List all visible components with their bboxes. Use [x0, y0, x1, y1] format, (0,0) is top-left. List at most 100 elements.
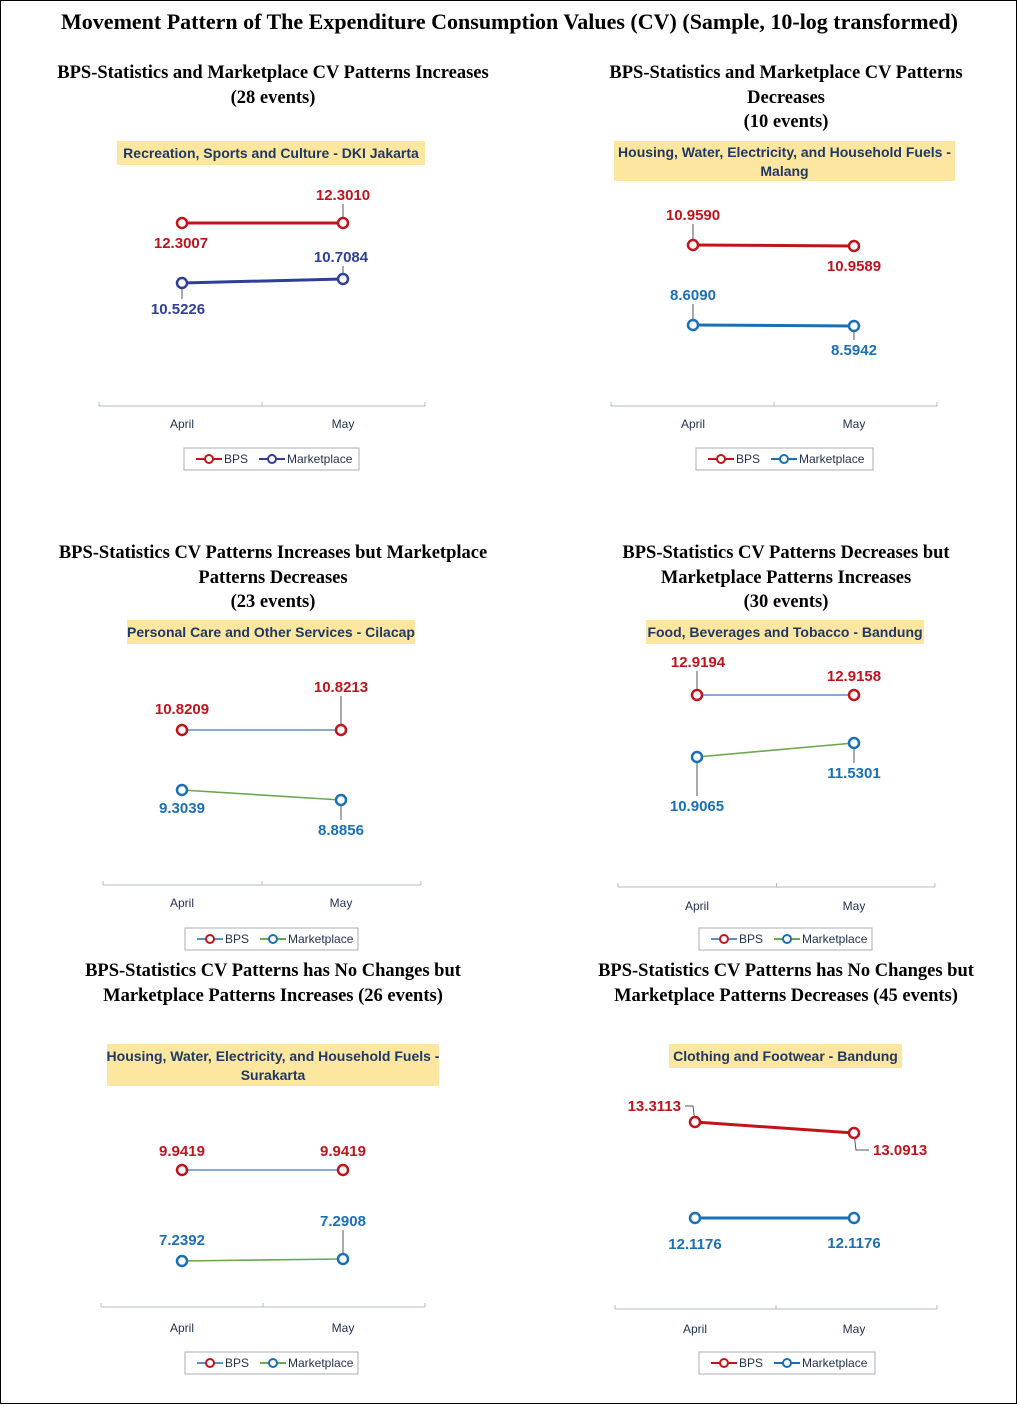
section-title-6-line-1: BPS-Statistics CV Patterns has No Change…	[598, 961, 974, 981]
legend-swatch-marker	[205, 1358, 215, 1368]
legend-swatch-marker	[268, 934, 278, 944]
section-title-3-line-3: (23 events)	[230, 592, 316, 612]
category-title-box	[614, 141, 955, 181]
section-title-5: BPS-Statistics CV Patterns has No Change…	[13, 959, 533, 1008]
section-title-6-line-2: Marketplace Patterns Decreases (45 event…	[614, 985, 958, 1006]
bps-series-line	[694, 1120, 855, 1135]
marketplace-data-label: 7.2908	[320, 1213, 366, 1230]
category-title: Food, Beverages and Tobacco - Bandung	[647, 624, 922, 640]
marketplace-point	[847, 736, 861, 750]
marketplace-series-line	[181, 277, 344, 285]
section-title-4-line-3: (30 events)	[743, 592, 829, 612]
bps-point	[336, 216, 350, 230]
legend-swatch-marker	[719, 1358, 729, 1368]
marketplace-point	[175, 1254, 189, 1268]
section-title-3: BPS-Statistics CV Patterns Increases but…	[13, 541, 533, 615]
bps-data-label: 9.9419	[159, 1143, 205, 1160]
legend-label-bps: BPS	[225, 1356, 249, 1370]
marketplace-series-line	[181, 789, 342, 801]
section-title-2-line-2: Decreases	[747, 87, 825, 108]
legend-label-marketplace: Marketplace	[288, 1356, 354, 1370]
section-title-5-line-1: BPS-Statistics CV Patterns has No Change…	[85, 961, 461, 981]
section-title-1: BPS-Statistics and Marketplace CV Patter…	[13, 61, 533, 110]
category-title: Clothing and Footwear - Bandung	[673, 1048, 898, 1064]
chart-panel-2: Housing, Water, Electricity, and Househo…	[610, 141, 955, 471]
legend-label-bps: BPS	[225, 932, 249, 946]
category-title: Personal Care and Other Services - Cilac…	[127, 624, 415, 640]
category-title-box	[117, 141, 425, 165]
marketplace-point	[847, 319, 861, 333]
marketplace-data-label: 12.1176	[827, 1235, 880, 1252]
legend-swatch-marker	[205, 934, 215, 944]
section-title-3-line-1: BPS-Statistics CV Patterns Increases but…	[58, 543, 488, 563]
bps-data-label: 12.3010	[316, 187, 370, 204]
legend-label-marketplace: Marketplace	[799, 452, 865, 466]
tick-label-may: May	[332, 417, 355, 431]
marketplace-point	[336, 272, 350, 286]
bps-data-label: 9.9419	[320, 1143, 366, 1160]
chart-panel-3: Personal Care and Other Services - Cilac…	[102, 620, 422, 951]
section-title-2-line-1: BPS-Statistics and Marketplace CV Patter…	[609, 63, 963, 83]
bps-data-label: 13.0913	[873, 1142, 927, 1159]
bps-data-label: 13.3113	[628, 1098, 681, 1115]
marketplace-series-line	[696, 742, 855, 758]
bps-point	[334, 723, 348, 737]
bps-point	[847, 1126, 861, 1140]
marketplace-point	[336, 1252, 350, 1266]
section-title-3-line-2: Patterns Decreases	[198, 567, 348, 588]
section-title-4-line-2: Marketplace Patterns Increases	[660, 567, 912, 588]
bps-data-label: 10.8213	[314, 679, 368, 696]
legend-swatch-marker	[204, 454, 214, 464]
bps-data-label: 12.3007	[154, 235, 208, 252]
marketplace-point	[847, 1211, 861, 1225]
chart-panel-5: Housing, Water, Electricity, and Househo…	[100, 1044, 440, 1375]
tick-label-may: May	[843, 417, 866, 431]
legend-label-marketplace: Marketplace	[288, 932, 354, 946]
tick-label-may: May	[843, 899, 866, 913]
marketplace-point	[688, 1211, 702, 1225]
bps-point	[175, 723, 189, 737]
section-title-1-line-1: BPS-Statistics and Marketplace CV Patter…	[57, 63, 489, 83]
tick-label-april: April	[170, 896, 194, 910]
section-title-2-line-3: (10 events)	[743, 112, 829, 132]
legend-swatch-marker	[782, 934, 792, 944]
marketplace-data-label: 12.1176	[668, 1236, 721, 1253]
tick-label-may: May	[330, 896, 353, 910]
marketplace-data-label: 11.5301	[827, 765, 880, 782]
legend-swatch-marker	[779, 454, 789, 464]
chart-panel-1: Recreation, Sports and Culture - DKI Jak…	[98, 141, 426, 471]
legend-swatch-marker	[719, 934, 729, 944]
legend-swatch-marker	[267, 454, 277, 464]
legend-label-bps: BPS	[736, 452, 760, 466]
tick-label-april: April	[170, 1321, 194, 1335]
section-title-6: BPS-Statistics CV Patterns has No Change…	[531, 959, 1019, 1008]
marketplace-point	[175, 276, 189, 290]
legend-label-bps: BPS	[739, 1356, 763, 1370]
legend-label-bps: BPS	[224, 452, 248, 466]
marketplace-data-label: 9.3039	[159, 800, 205, 817]
marketplace-point	[686, 318, 700, 332]
section-title-5-line-2: Marketplace Patterns Increases (26 event…	[103, 985, 443, 1006]
bps-point	[688, 1115, 702, 1129]
main-title: Movement Pattern of The Expenditure Cons…	[61, 9, 958, 34]
legend-label-marketplace: Marketplace	[287, 452, 353, 466]
category-title-box	[669, 1044, 902, 1068]
category-title: Recreation, Sports and Culture - DKI Jak…	[123, 145, 419, 161]
bps-point	[336, 1163, 350, 1177]
bps-point	[847, 688, 861, 702]
marketplace-data-label: 10.7084	[314, 249, 369, 266]
tick-label-april: April	[170, 417, 194, 431]
marketplace-point	[334, 793, 348, 807]
bps-series-line	[692, 243, 855, 248]
tick-label-may: May	[332, 1321, 355, 1335]
marketplace-data-label: 10.9065	[670, 798, 724, 815]
legend-swatch-marker	[268, 1358, 278, 1368]
category-title-box	[107, 1044, 439, 1086]
legend-label-bps: BPS	[739, 932, 763, 946]
category-title: Housing, Water, Electricity, and Househo…	[618, 144, 951, 160]
section-title-4: BPS-Statistics CV Patterns Decreases but…	[531, 541, 1019, 615]
marketplace-data-label: 10.5226	[151, 301, 205, 318]
category-title: Surakarta	[241, 1067, 306, 1083]
